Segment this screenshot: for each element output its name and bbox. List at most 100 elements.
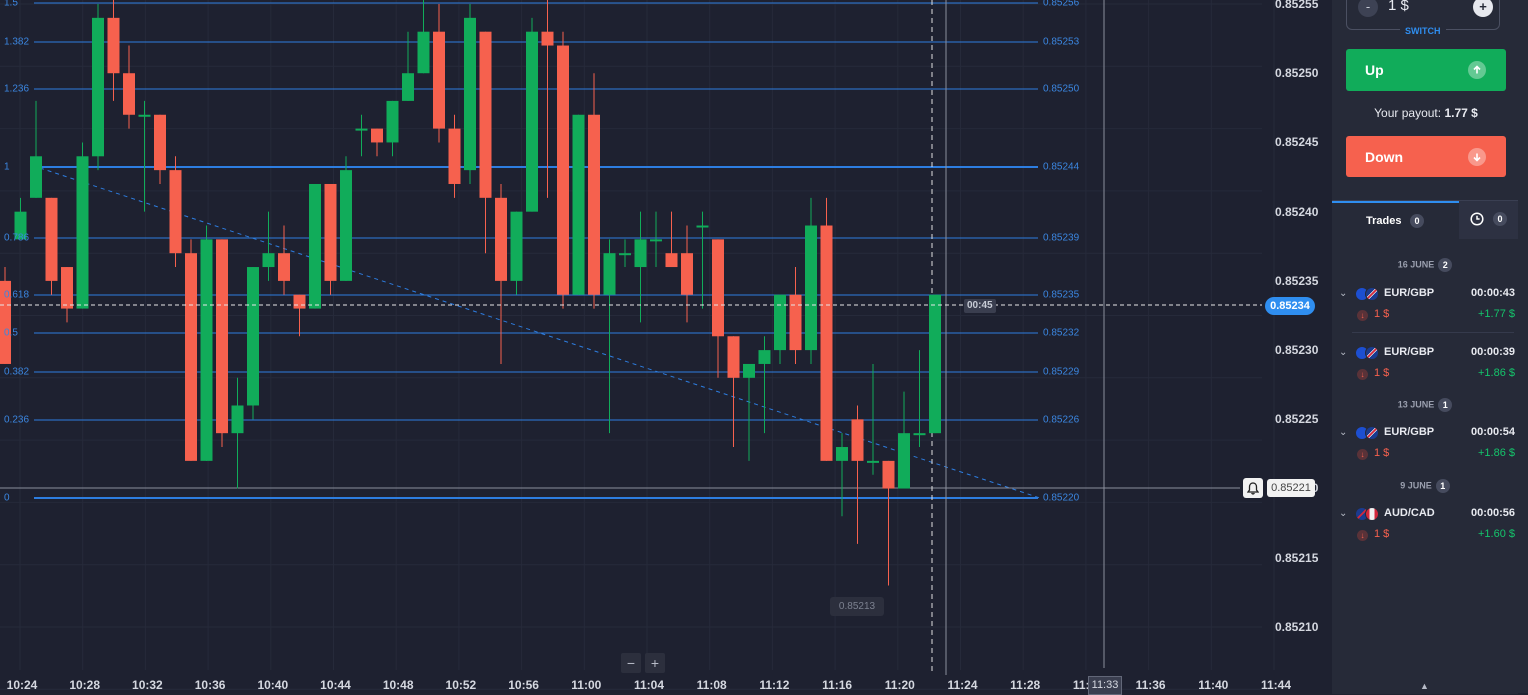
down-direction-icon: ↓ — [1357, 449, 1368, 460]
time-tick-label: 10:44 — [320, 678, 351, 692]
candle-body — [169, 170, 182, 254]
candle-body — [92, 17, 104, 157]
trade-row[interactable]: ⌄ EUR/GBP 00:00:54 ↓ 1 $ +1.86 $ — [1332, 422, 1518, 470]
candle-body — [665, 253, 678, 268]
fib-ratio-label: 1 — [4, 161, 10, 173]
candle-body — [448, 128, 461, 184]
zoom-in-button[interactable]: + — [645, 653, 665, 673]
candle-body — [216, 239, 228, 434]
chevron-down-icon[interactable]: ⌄ — [1339, 288, 1348, 299]
payout-info: Your payout: 1.77 $ — [1346, 106, 1506, 120]
chart-area[interactable] — [0, 0, 1332, 693]
price-tick-label: 0.85235 — [1275, 273, 1319, 288]
down-button[interactable]: Down — [1346, 136, 1506, 177]
candle-body — [758, 350, 771, 364]
fib-price-label: 0.85250 — [1043, 83, 1080, 95]
switch-button[interactable]: SWITCH — [1400, 26, 1446, 36]
up-button-label: Up — [1365, 62, 1384, 78]
time-tick-label: 11:00 — [571, 678, 602, 692]
trade-profit: +1.77 $ — [1477, 308, 1515, 320]
price-tick-label: 0.85240 — [1275, 204, 1319, 219]
trade-row[interactable]: ⌄ AUD/CAD 00:00:56 ↓ 1 $ +1.60 $ — [1332, 503, 1518, 551]
low-price-marker: 0.85213 — [830, 597, 884, 616]
trade-amount: 1 $ — [1374, 367, 1390, 379]
payout-value: 1.77 $ — [1444, 106, 1478, 120]
arrow-down-icon — [1468, 147, 1486, 166]
trade-pair: AUD/CAD — [1384, 507, 1435, 519]
time-tick-label: 10:32 — [132, 678, 163, 692]
time-tick-label: 11:12 — [759, 678, 790, 692]
fib-price-label: 0.85220 — [1043, 492, 1080, 504]
amount-increase-button[interactable]: + — [1473, 0, 1493, 17]
date-count-badge: 1 — [1435, 479, 1450, 493]
candle-body — [123, 73, 135, 115]
chevron-down-icon[interactable]: ⌄ — [1339, 508, 1348, 519]
candle-body — [200, 239, 213, 461]
fib-price-label: 0.85226 — [1043, 414, 1080, 426]
history-count-badge: 0 — [1493, 212, 1507, 226]
tab-history[interactable]: 0 — [1459, 201, 1518, 239]
alert-price-label: 0.85221 — [1267, 479, 1315, 497]
candle-body — [76, 156, 89, 309]
date-label: 16 JUNE — [1397, 259, 1435, 270]
chevron-down-icon[interactable]: ⌄ — [1339, 347, 1348, 358]
candle-body — [541, 31, 554, 46]
date-header: 13 JUNE 1 — [1332, 398, 1518, 412]
candle-body — [309, 183, 321, 309]
time-tick-label: 11:24 — [947, 678, 978, 692]
price-alert-button[interactable] — [1243, 478, 1263, 498]
price-tick-label: 0.85230 — [1275, 343, 1319, 357]
time-tick-label: 10:40 — [257, 678, 289, 692]
price-tick-label: 0.85225 — [1275, 412, 1319, 427]
candle-body — [820, 225, 833, 461]
trade-row[interactable]: ⌄ EUR/GBP 00:00:43 ↓ 1 $ +1.77 $ — [1332, 283, 1518, 331]
price-tick-label: 0.85255 — [1275, 0, 1319, 11]
candle-body — [882, 460, 895, 489]
arrow-up-icon — [1468, 61, 1486, 79]
amount-value[interactable]: 1 $ — [1388, 0, 1409, 14]
fib-price-label: 0.85253 — [1043, 36, 1080, 48]
fib-price-label: 0.85235 — [1043, 289, 1080, 301]
candle-body — [386, 100, 399, 143]
candle-body — [603, 253, 616, 295]
date-count-badge: 2 — [1438, 258, 1453, 272]
candle-body — [324, 183, 337, 281]
time-tick-label: 10:48 — [382, 678, 414, 692]
time-tick-label: 11:20 — [884, 678, 915, 692]
candle-body — [696, 225, 709, 228]
price-tick-label: 0.85210 — [1275, 619, 1319, 634]
trade-row[interactable]: ⌄ EUR/GBP 00:00:39 ↓ 1 $ +1.86 $ — [1332, 342, 1518, 390]
up-button[interactable]: Up — [1346, 49, 1506, 91]
cursor-time-label: 11:33 — [1088, 676, 1122, 695]
time-tick-label: 11:28 — [1010, 678, 1041, 692]
current-price-badge: 0.85234 — [1265, 297, 1315, 315]
scroll-up-icon[interactable]: ▲ — [1420, 681, 1429, 691]
down-button-label: Down — [1365, 148, 1404, 165]
candle-body — [402, 73, 414, 101]
fib-ratio-label: 0.618 — [4, 289, 30, 301]
candle-body — [510, 211, 523, 281]
trade-duration: 00:00:39 — [1470, 346, 1515, 358]
trade-profit: +1.86 $ — [1477, 367, 1515, 379]
candle-body — [526, 31, 538, 212]
time-tick-label: 10:52 — [445, 678, 477, 692]
fib-price-label: 0.85239 — [1043, 232, 1080, 244]
trade-duration: 00:00:43 — [1470, 287, 1515, 299]
candle-body — [743, 363, 755, 378]
fib-ratio-label: 1.382 — [4, 36, 30, 48]
fib-ratio-label: 0.236 — [4, 414, 30, 426]
fib-price-label: 0.85232 — [1043, 327, 1080, 339]
tab-trades[interactable]: Trades 0 — [1332, 201, 1459, 241]
date-count-badge: 1 — [1438, 398, 1453, 412]
candle-body — [805, 225, 817, 351]
zoom-out-button[interactable]: − — [621, 653, 641, 673]
time-tick-label: 11:04 — [633, 678, 665, 692]
candle-body — [138, 114, 151, 117]
candle-body — [650, 239, 662, 242]
amount-decrease-button[interactable]: - — [1358, 0, 1378, 17]
candlestick-chart[interactable] — [0, 0, 1332, 693]
candle-body — [913, 433, 926, 436]
candle-body — [154, 114, 166, 171]
chevron-down-icon[interactable]: ⌄ — [1339, 427, 1348, 438]
candle-body — [681, 253, 693, 295]
